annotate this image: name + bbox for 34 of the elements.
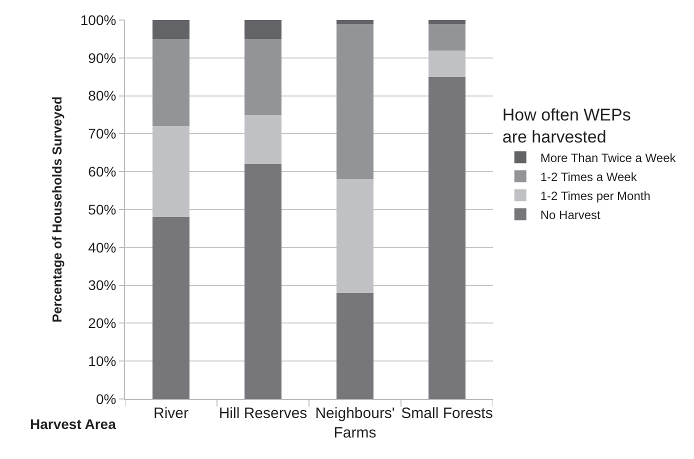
bar — [152, 20, 190, 39]
legend-label: No Harvest — [540, 208, 602, 222]
bar — [336, 292, 374, 399]
bar — [152, 38, 190, 126]
x-axis-title: Harvest Area — [30, 416, 116, 432]
y-tick-label: 50% — [88, 201, 116, 218]
y-tick-label: 100% — [80, 12, 116, 28]
bar — [244, 20, 282, 39]
x-tick-label: Small Forests — [401, 405, 493, 422]
y-tick-label: 0% — [96, 390, 116, 407]
bar — [428, 20, 466, 24]
bar — [244, 38, 282, 115]
bar — [152, 217, 190, 399]
legend-label: 1-2 Times a Week — [540, 170, 638, 184]
y-tick-label: 90% — [88, 50, 116, 66]
bar — [336, 20, 374, 24]
y-tick-label: 70% — [88, 126, 116, 142]
legend-label: 1-2 Times per Month — [540, 188, 650, 203]
y-axis-title: Percentage of Households Surveyed — [49, 96, 64, 323]
x-tick-label: Neighbours' Farms — [315, 405, 395, 442]
y-tick-label: 40% — [88, 239, 116, 256]
y-tick-label: 80% — [88, 88, 116, 104]
bar — [428, 76, 466, 399]
legend-label: More Than Twice a Week — [540, 150, 677, 165]
bar — [336, 24, 374, 180]
y-tick-label: 30% — [88, 277, 116, 294]
y-tick-label: 20% — [88, 315, 116, 332]
y-tick-label: 60% — [88, 164, 116, 180]
legend-title: How often WEPs are harvested — [502, 106, 631, 147]
x-tick-label: Hill Reserves — [218, 405, 308, 422]
bar — [244, 164, 282, 399]
y-tick-label: 10% — [88, 353, 116, 369]
bar — [428, 24, 466, 50]
x-tick-label: River — [153, 405, 189, 422]
